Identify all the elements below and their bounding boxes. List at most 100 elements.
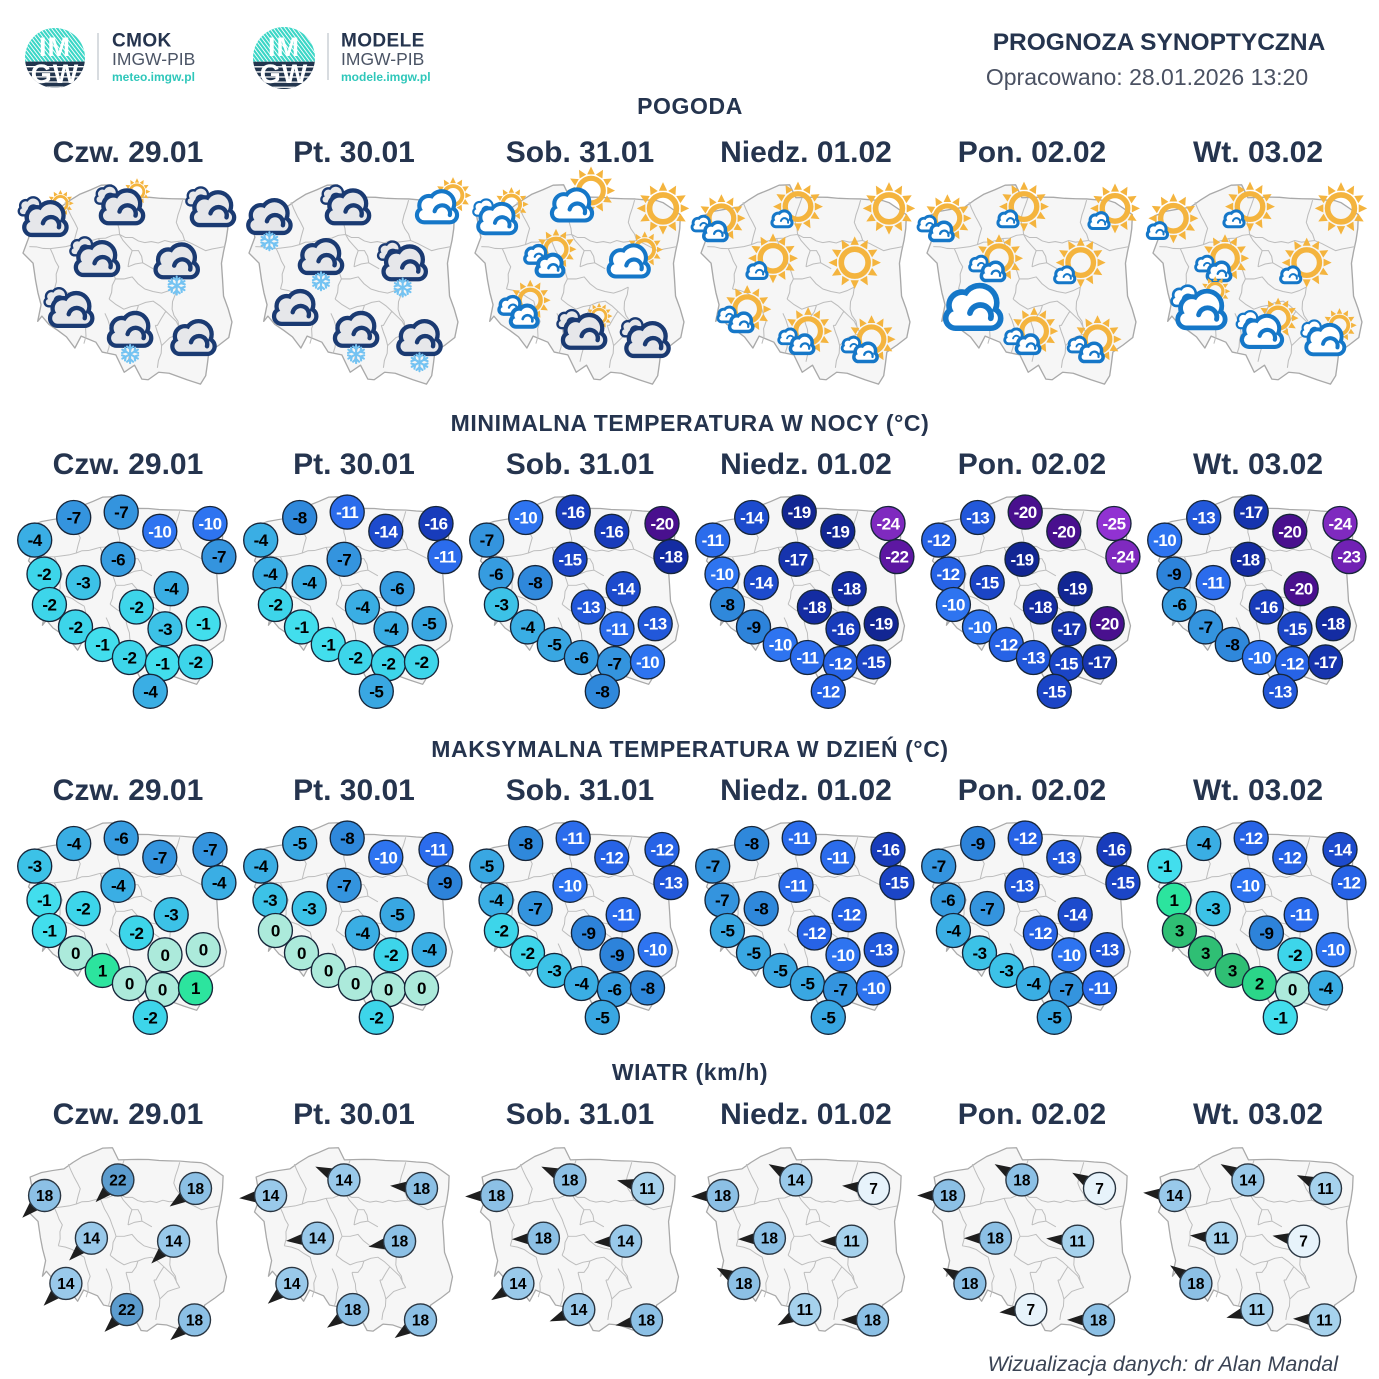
- svg-text:-6: -6: [114, 829, 128, 848]
- svg-text:-2: -2: [384, 946, 398, 965]
- svg-text:14: 14: [1239, 1172, 1257, 1189]
- svg-text:14: 14: [57, 1276, 75, 1293]
- svg-text:-3: -3: [999, 961, 1013, 980]
- svg-text:-5: -5: [1047, 1008, 1061, 1027]
- svg-text:-2: -2: [494, 922, 508, 941]
- svg-text:-18: -18: [1029, 598, 1052, 617]
- svg-text:-4: -4: [384, 620, 399, 639]
- svg-text:-15: -15: [885, 874, 908, 893]
- svg-text:-6: -6: [607, 981, 621, 1000]
- svg-text:-6: -6: [1172, 596, 1186, 615]
- svg-text:-7: -7: [1059, 981, 1073, 1000]
- svg-text:-18: -18: [803, 598, 826, 617]
- svg-text:Pt. 30.01: Pt. 30.01: [293, 774, 415, 807]
- svg-text:Pt. 30.01: Pt. 30.01: [293, 136, 415, 169]
- svg-text:14: 14: [165, 1234, 183, 1251]
- svg-text:-2: -2: [188, 653, 202, 672]
- svg-text:-24: -24: [1328, 515, 1352, 534]
- svg-text:-2: -2: [1288, 946, 1302, 965]
- svg-text:-12: -12: [995, 635, 1018, 654]
- svg-text:meteo.imgw.pl: meteo.imgw.pl: [112, 70, 195, 84]
- svg-text:Czw. 29.01: Czw. 29.01: [53, 1098, 204, 1131]
- svg-text:-6: -6: [390, 580, 404, 599]
- svg-text:GW: GW: [31, 59, 80, 89]
- svg-text:-11: -11: [606, 620, 628, 639]
- svg-text:-8: -8: [595, 682, 609, 701]
- svg-text:-8: -8: [528, 574, 542, 593]
- svg-text:-22: -22: [885, 548, 908, 567]
- svg-text:-1: -1: [95, 635, 109, 654]
- svg-text:Wt. 03.02: Wt. 03.02: [1193, 1098, 1323, 1131]
- svg-text:-14: -14: [374, 522, 398, 541]
- svg-text:-8: -8: [720, 596, 734, 615]
- svg-text:18: 18: [864, 1312, 882, 1329]
- svg-text:-16: -16: [1255, 598, 1278, 617]
- svg-text:-12: -12: [1240, 829, 1263, 848]
- svg-text:Pon. 02.02: Pon. 02.02: [958, 448, 1106, 481]
- svg-text:-15: -15: [1055, 655, 1078, 674]
- svg-text:-16: -16: [831, 620, 854, 639]
- svg-text:-18: -18: [838, 580, 861, 599]
- svg-text:-4: -4: [212, 874, 227, 893]
- svg-text:Opracowano: 28.01.2026 13:20: Opracowano: 28.01.2026 13:20: [986, 64, 1308, 90]
- svg-text:-14: -14: [1064, 906, 1088, 925]
- svg-text:-1: -1: [1273, 1008, 1287, 1027]
- svg-text:-17: -17: [1057, 620, 1080, 639]
- svg-text:-7: -7: [337, 550, 351, 569]
- svg-text:7: 7: [869, 1181, 878, 1198]
- svg-text:-12: -12: [650, 841, 673, 860]
- svg-text:IMGW-PIB: IMGW-PIB: [341, 49, 424, 69]
- svg-text:-10: -10: [1057, 946, 1080, 965]
- svg-text:-18: -18: [1236, 550, 1259, 569]
- svg-text:-20: -20: [1052, 522, 1075, 541]
- svg-text:-2: -2: [68, 618, 82, 637]
- svg-text:-13: -13: [1022, 649, 1045, 668]
- svg-text:-20: -20: [1014, 503, 1037, 522]
- svg-text:18: 18: [561, 1172, 579, 1189]
- svg-text:18: 18: [987, 1231, 1005, 1248]
- svg-text:-11: -11: [827, 848, 849, 867]
- svg-text:7: 7: [1299, 1234, 1308, 1251]
- svg-text:-9: -9: [971, 835, 985, 854]
- svg-text:-4: -4: [574, 975, 589, 994]
- svg-text:-4: -4: [1318, 979, 1333, 998]
- svg-text:-13: -13: [1096, 941, 1119, 960]
- svg-text:-5: -5: [390, 906, 404, 925]
- svg-text:-3: -3: [972, 944, 986, 963]
- svg-text:Niedz. 01.02: Niedz. 01.02: [720, 1098, 892, 1131]
- svg-text:-10: -10: [374, 848, 397, 867]
- svg-text:-7: -7: [67, 509, 81, 528]
- svg-text:-5: -5: [480, 857, 494, 876]
- svg-text:-11: -11: [702, 531, 724, 550]
- svg-text:Niedz. 01.02: Niedz. 01.02: [720, 136, 892, 169]
- svg-text:-10: -10: [644, 941, 667, 960]
- svg-text:-19: -19: [1010, 550, 1033, 569]
- svg-text:-8: -8: [340, 829, 354, 848]
- svg-text:-12: -12: [817, 682, 840, 701]
- svg-text:-5: -5: [746, 944, 760, 963]
- svg-text:-10: -10: [558, 876, 581, 895]
- svg-text:7: 7: [1026, 1302, 1035, 1319]
- svg-text:-2: -2: [520, 944, 534, 963]
- svg-text:CMOK: CMOK: [112, 31, 172, 52]
- svg-text:-3: -3: [263, 891, 277, 910]
- svg-text:-12: -12: [600, 848, 623, 867]
- svg-text:-17: -17: [1240, 503, 1263, 522]
- svg-text:-19: -19: [788, 503, 811, 522]
- svg-text:0: 0: [161, 946, 170, 965]
- svg-text:3: 3: [1175, 922, 1184, 941]
- svg-text:-1: -1: [42, 922, 56, 941]
- svg-text:-5: -5: [293, 835, 307, 854]
- svg-text:18: 18: [412, 1312, 430, 1329]
- svg-text:18: 18: [1187, 1276, 1205, 1293]
- svg-text:18: 18: [761, 1231, 779, 1248]
- svg-text:-12: -12: [1281, 655, 1304, 674]
- svg-text:14: 14: [335, 1172, 353, 1189]
- svg-text:Niedz. 01.02: Niedz. 01.02: [720, 774, 892, 807]
- svg-text:0: 0: [324, 961, 333, 980]
- svg-text:18: 18: [714, 1188, 732, 1205]
- svg-text:-10: -10: [710, 565, 733, 584]
- svg-text:MODELE: MODELE: [341, 31, 425, 52]
- svg-text:-12: -12: [1337, 874, 1360, 893]
- svg-text:-15: -15: [1283, 620, 1306, 639]
